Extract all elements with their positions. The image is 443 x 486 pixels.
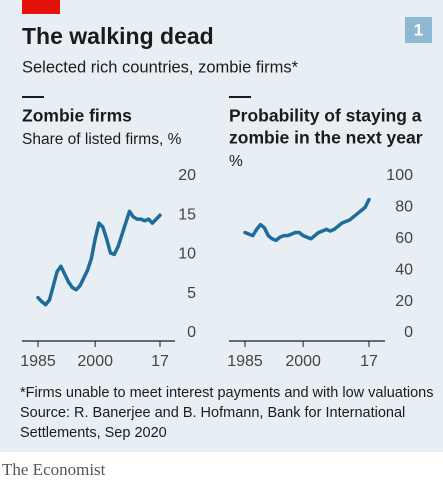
line-series bbox=[36, 209, 162, 307]
line-series bbox=[243, 197, 371, 243]
y-tick-label: 20 bbox=[178, 167, 196, 184]
chart-subtitle: Selected rich countries, zombie firms* bbox=[22, 58, 299, 76]
x-tick-label: 1985 bbox=[20, 353, 56, 370]
badge: 1 bbox=[414, 20, 423, 39]
x-tick-label: 17 bbox=[151, 353, 169, 370]
y-tick-label: 60 bbox=[395, 230, 413, 247]
red-tag bbox=[22, 0, 60, 14]
y-axis-label: % bbox=[229, 153, 243, 170]
y-tick-label: 15 bbox=[178, 206, 196, 223]
x-tick-label: 2000 bbox=[77, 353, 113, 370]
panel-title: zombie in the next year bbox=[229, 128, 423, 148]
y-tick-label: 5 bbox=[187, 285, 196, 302]
source: Source: R. Banerjee and B. Hofmann, Bank… bbox=[20, 405, 405, 421]
y-tick-label: 80 bbox=[395, 199, 413, 216]
y-tick-label: 20 bbox=[395, 293, 413, 310]
y-tick-label: 10 bbox=[178, 246, 196, 263]
x-tick-label: 1985 bbox=[227, 353, 263, 370]
footnote: *Firms unable to meet interest payments … bbox=[20, 385, 433, 401]
x-tick-label: 2000 bbox=[285, 353, 321, 370]
panel-title: Probability of staying a bbox=[229, 106, 422, 126]
y-tick-label: 100 bbox=[386, 167, 413, 184]
y-tick-label: 0 bbox=[404, 324, 413, 341]
source: Settlements, Sep 2020 bbox=[20, 425, 167, 441]
y-tick-label: 0 bbox=[187, 324, 196, 341]
y-tick-label: 40 bbox=[395, 261, 413, 278]
brand: The Economist bbox=[2, 460, 106, 479]
panel-subtitle: Share of listed firms, % bbox=[22, 131, 182, 148]
chart-title: The walking dead bbox=[22, 23, 214, 49]
background bbox=[0, 0, 443, 452]
x-tick-label: 17 bbox=[360, 353, 378, 370]
panel-title: Zombie firms bbox=[22, 106, 132, 126]
badge-box bbox=[405, 17, 432, 43]
